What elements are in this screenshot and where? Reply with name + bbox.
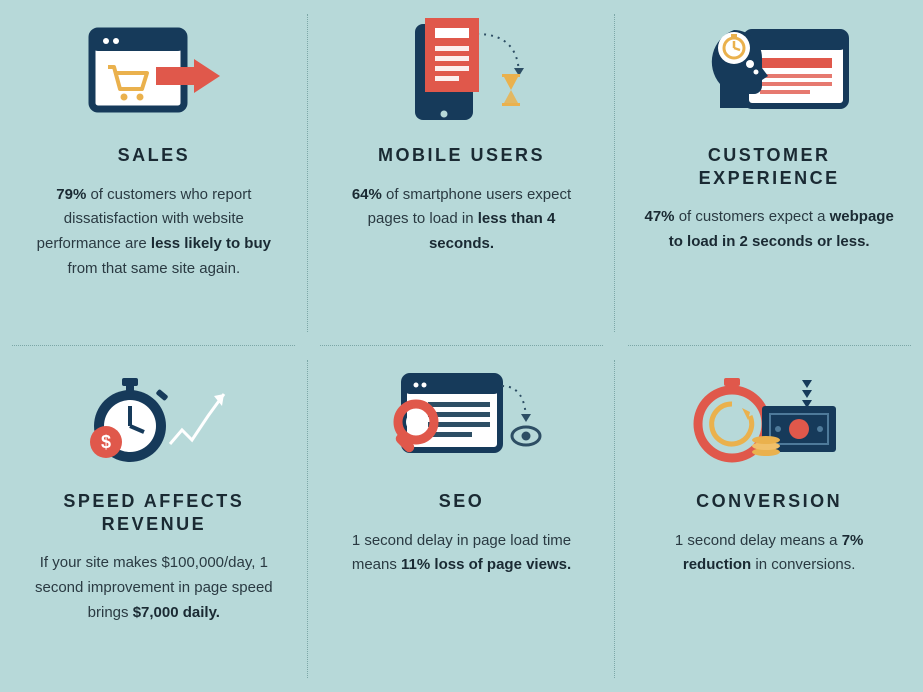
mobile-icon bbox=[381, 18, 541, 128]
infographic-grid: SALES 79% of customers who report dissat… bbox=[0, 0, 923, 692]
revenue-desc: If your site makes $100,000/day, 1 secon… bbox=[28, 551, 280, 625]
sales-icon bbox=[84, 18, 224, 128]
mobile-title: MOBILE USERS bbox=[378, 144, 545, 167]
conversion-title: CONVERSION bbox=[696, 490, 842, 513]
cell-cx: CUSTOMER EXPERIENCE 47% of customers exp… bbox=[615, 0, 923, 346]
sales-desc: 79% of customers who report dissatisfact… bbox=[28, 183, 280, 282]
mobile-desc: 64% of smartphone users expect pages to … bbox=[336, 183, 588, 257]
cx-icon bbox=[684, 18, 854, 128]
seo-icon bbox=[376, 364, 546, 474]
cx-desc: 47% of customers expect a webpage to loa… bbox=[643, 205, 895, 255]
seo-desc: 1 second delay in page load time means 1… bbox=[336, 529, 588, 579]
sales-title: SALES bbox=[118, 144, 191, 167]
revenue-icon: $ bbox=[74, 364, 234, 474]
cell-sales: SALES 79% of customers who report dissat… bbox=[0, 0, 308, 346]
cx-title: CUSTOMER EXPERIENCE bbox=[643, 144, 895, 189]
seo-title: SEO bbox=[439, 490, 485, 513]
svg-text:$: $ bbox=[101, 432, 111, 452]
revenue-title: SPEED AFFECTS REVENUE bbox=[28, 490, 280, 535]
cell-seo: SEO 1 second delay in page load time mea… bbox=[308, 346, 616, 692]
conversion-desc: 1 second delay means a 7% reduction in c… bbox=[643, 529, 895, 579]
cell-conversion: CONVERSION 1 second delay means a 7% red… bbox=[615, 346, 923, 692]
cell-mobile: MOBILE USERS 64% of smartphone users exp… bbox=[308, 0, 616, 346]
cell-revenue: $ SPEED AFFECTS REVENUE If your site mak… bbox=[0, 346, 308, 692]
conversion-icon bbox=[684, 364, 854, 474]
